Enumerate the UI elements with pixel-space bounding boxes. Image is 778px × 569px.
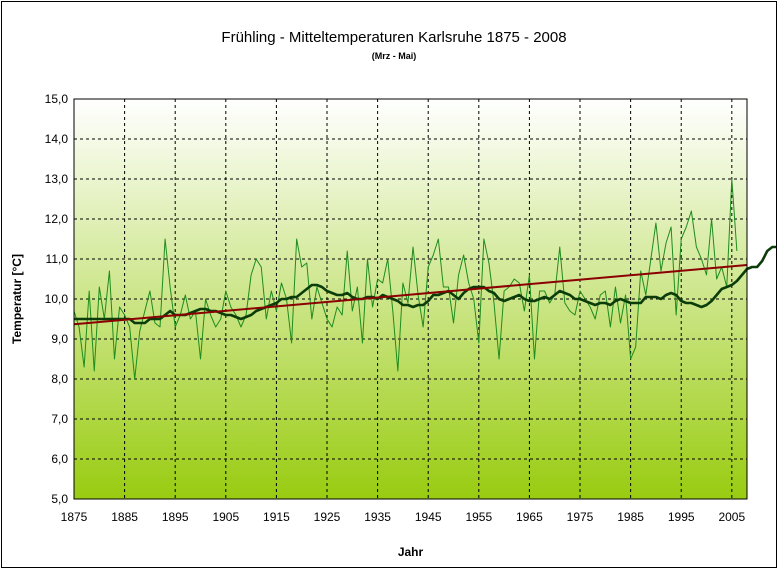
series-layer (73, 178, 776, 380)
y-tick-label: 15,0 (45, 92, 69, 106)
y-axis-label: Temperatur [°C] (10, 254, 24, 344)
x-tick-label: 1895 (162, 510, 189, 524)
x-axis-label: Jahr (398, 545, 424, 559)
chart-subtitle: (Mrz - Mai) (372, 51, 417, 61)
y-tick-label: 12,0 (45, 212, 69, 226)
x-tick-label: 1945 (415, 510, 442, 524)
y-tick-label: 9,0 (51, 332, 68, 346)
x-tick-label: 1935 (364, 510, 391, 524)
x-tick-label: 1995 (668, 510, 695, 524)
plot-border (73, 98, 748, 500)
y-tick-label: 8,0 (51, 372, 68, 386)
y-tick-label: 11,0 (46, 252, 69, 266)
x-tick-label: 1965 (516, 510, 543, 524)
chart-title: Frühling - Mitteltemperaturen Karlsruhe … (221, 29, 566, 46)
x-tick-label: 1975 (567, 510, 594, 524)
y-tick-label: 13,0 (45, 172, 69, 186)
x-tick-label: 1915 (263, 510, 290, 524)
x-tick-label: 1905 (212, 510, 239, 524)
y-tick-label: 10,0 (45, 292, 69, 306)
x-tick-label: 1985 (617, 510, 644, 524)
annual-temperature-line (73, 178, 738, 380)
x-tick-label: 2005 (718, 510, 745, 524)
x-axis-ticks: 1875 1885 1895 1905 1915 1925 1935 1945 1955 1965… (61, 510, 746, 524)
x-tick-label: 1875 (61, 510, 88, 524)
y-tick-label: 14,0 (45, 132, 69, 146)
y-axis-ticks: 5,0 6,0 7,0 8,0 9,0 10,0 11,0 12,0 13,0 14,0 15,0 (45, 92, 69, 506)
y-tick-label: 7,0 (51, 412, 68, 426)
y-tick-label: 5,0 (51, 492, 68, 506)
trend-line (73, 264, 748, 326)
x-tick-label: 1885 (111, 510, 138, 524)
y-tick-label: 6,0 (51, 452, 68, 466)
x-tick-label: 1925 (314, 510, 341, 524)
x-tick-label: 1955 (465, 510, 492, 524)
